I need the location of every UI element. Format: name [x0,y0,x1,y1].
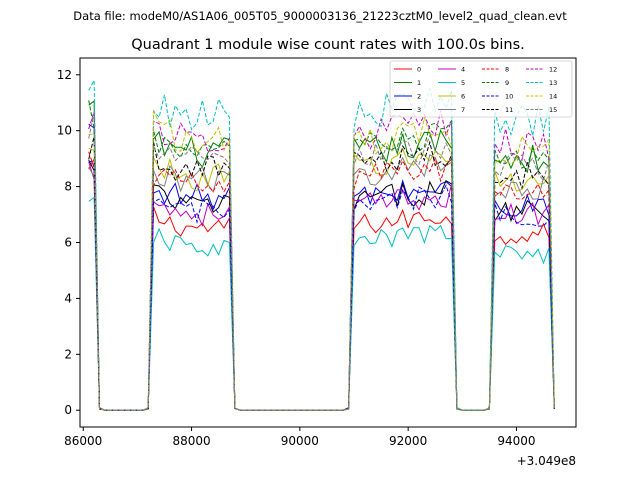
series-line-7 [88,154,555,411]
series-line-6 [88,147,555,411]
y-tick-label: 4 [64,291,72,305]
legend-item-1: 1 [394,79,421,87]
legend-item-15: 15 [526,106,557,114]
x-tick-label: 88000 [172,434,210,448]
legend-label: 11 [505,106,513,114]
series-line-12 [88,110,555,411]
legend-item-4: 4 [438,66,465,74]
series-line-13 [88,78,555,411]
x-tick-label: 90000 [281,434,319,448]
legend-label: 14 [549,93,557,101]
legend-item-5: 5 [438,79,465,87]
x-axis: 86000 88000 90000 92000 94000 [64,427,536,448]
legend-item-8: 8 [482,66,509,74]
series-line-0 [88,156,555,411]
legend-item-13: 13 [526,79,557,87]
legend-label: 1 [417,79,421,87]
legend-item-6: 6 [438,93,465,101]
legend-label: 5 [461,79,465,87]
legend-label: 10 [505,93,513,101]
x-tick-label: 86000 [64,434,102,448]
legend-label: 15 [549,106,557,114]
series-layer [88,78,555,411]
series-line-14 [88,109,555,411]
y-tick-label: 8 [64,180,72,194]
legend-label: 12 [549,66,557,74]
legend-label: 13 [549,79,557,87]
legend-item-12: 12 [526,66,557,74]
legend-box [389,60,573,118]
chart-suptitle: Data file: modeM0/AS1A06_005T05_90000031… [73,9,567,23]
y-tick-label: 10 [57,124,72,138]
y-tick-label: 12 [57,68,72,82]
legend-item-0: 0 [394,66,421,74]
x-tick-label: 92000 [389,434,427,448]
legend-item-11: 11 [482,106,513,114]
series-line-15 [88,112,555,411]
legend-item-9: 9 [482,79,509,87]
series-line-1 [88,99,555,411]
legend-label: 6 [461,93,465,101]
legend-label: 8 [505,66,509,74]
legend-item-3: 3 [394,106,421,114]
legend-item-14: 14 [526,93,557,101]
series-line-10 [88,160,555,411]
y-tick-label: 0 [64,403,72,417]
legend-label: 2 [417,93,421,101]
x-axis-offset-label: +3.049e8 [517,454,576,468]
legend-item-10: 10 [482,93,513,101]
legend-label: 4 [461,66,465,74]
legend-label: 0 [417,66,421,74]
y-tick-label: 2 [64,347,72,361]
chart-title: Quadrant 1 module wise count rates with … [131,37,525,53]
series-line-11 [88,136,555,411]
legend-label: 3 [417,106,421,114]
legend-label: 7 [461,106,465,114]
y-axis: 0 2 4 6 8 10 12 [57,68,80,417]
series-line-9 [88,100,555,411]
legend-item-7: 7 [438,106,465,114]
series-line-3 [88,159,555,411]
legend-label: 9 [505,79,509,87]
legend-item-2: 2 [394,93,421,101]
y-tick-label: 6 [64,236,72,250]
x-tick-label: 94000 [497,434,535,448]
series-line-5 [88,196,555,411]
